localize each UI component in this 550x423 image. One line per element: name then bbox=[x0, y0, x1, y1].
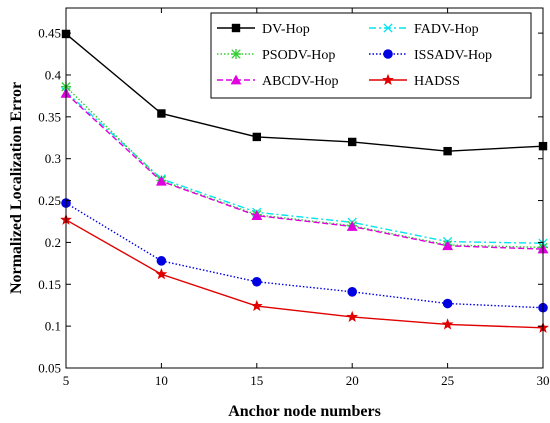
y-tick-label: 0.3 bbox=[45, 151, 61, 166]
x-tick-label: 30 bbox=[537, 373, 550, 388]
series-line bbox=[65, 219, 544, 329]
y-tick-label: 0.1 bbox=[45, 319, 61, 334]
x-axis-title: Anchor node numbers bbox=[228, 403, 381, 420]
legend-entry: ISSADV-Hop bbox=[369, 48, 492, 63]
series-psodv-hop bbox=[61, 81, 548, 253]
data-point bbox=[251, 210, 263, 220]
series-line bbox=[65, 33, 544, 152]
series-line bbox=[65, 86, 544, 249]
data-point bbox=[156, 256, 167, 266]
data-point bbox=[346, 221, 358, 231]
legend-label: ISSADV-Hop bbox=[414, 48, 492, 63]
legend-entry: DV-Hop bbox=[217, 22, 310, 37]
data-point bbox=[442, 240, 453, 251]
y-axis-title: Normalized Localization Error bbox=[8, 82, 25, 294]
legend-label: HADSS bbox=[414, 74, 460, 89]
axes: 5 10 15 20 25 30 0.05 0.1 0.15 0.2 0.25 0.3 0.35 0.4 0… bbox=[38, 7, 550, 388]
data-point bbox=[441, 318, 454, 330]
plot-area bbox=[60, 29, 549, 333]
x-tick-label: 25 bbox=[441, 373, 454, 388]
legend-entry: ABCDV-Hop bbox=[217, 74, 339, 89]
series-line bbox=[65, 202, 544, 309]
legend-entry: PSODV-Hop bbox=[217, 48, 335, 63]
plot-frame bbox=[65, 7, 544, 369]
series-fadv-hop bbox=[61, 87, 548, 248]
legend-marker bbox=[383, 49, 393, 59]
legend-box bbox=[210, 12, 532, 99]
legend-marker bbox=[230, 74, 242, 85]
data-point bbox=[155, 268, 168, 280]
legend-marker bbox=[383, 23, 393, 33]
x-tick-label: 15 bbox=[250, 373, 263, 388]
series-hadss bbox=[60, 213, 549, 333]
series-line bbox=[65, 92, 544, 250]
legend-entry: HADSS bbox=[369, 73, 460, 89]
data-point bbox=[346, 310, 359, 322]
data-point bbox=[252, 132, 261, 142]
data-point bbox=[157, 109, 166, 118]
legend-label: ABCDV-Hop bbox=[262, 74, 339, 89]
series-issadv-hop bbox=[61, 198, 548, 313]
x-tick-label: 5 bbox=[63, 373, 70, 388]
legend-marker bbox=[231, 23, 241, 33]
data-point bbox=[443, 146, 452, 156]
legend-marker bbox=[382, 73, 394, 86]
legend: DV-Hop FADV-Hop PSODV-Hop ISSADV-Hop ABCDV-H… bbox=[210, 12, 532, 99]
series-abcdv-hop bbox=[60, 87, 549, 254]
legend-marker bbox=[231, 49, 241, 59]
data-point bbox=[442, 298, 453, 309]
x-tick-label: 20 bbox=[346, 373, 359, 388]
y-tick-label: 0.15 bbox=[38, 277, 61, 292]
legend-label: DV-Hop bbox=[262, 22, 310, 37]
data-point bbox=[156, 175, 167, 186]
legend-entry: FADV-Hop bbox=[369, 22, 479, 37]
data-point bbox=[250, 299, 263, 312]
data-point bbox=[347, 287, 358, 297]
y-tick-label: 0.25 bbox=[38, 193, 61, 208]
y-tick-label: 0.35 bbox=[38, 109, 61, 124]
data-point bbox=[348, 137, 357, 147]
legend-label: FADV-Hop bbox=[414, 22, 479, 37]
y-tick-label: 0.45 bbox=[38, 26, 61, 41]
y-tick-label: 0.05 bbox=[38, 361, 61, 376]
x-tick-label: 10 bbox=[155, 373, 168, 388]
y-tick-label: 0.2 bbox=[45, 235, 61, 250]
series-line bbox=[65, 91, 544, 244]
data-point bbox=[251, 276, 262, 287]
y-tick-label: 0.4 bbox=[45, 67, 62, 82]
legend-label: PSODV-Hop bbox=[262, 48, 335, 63]
